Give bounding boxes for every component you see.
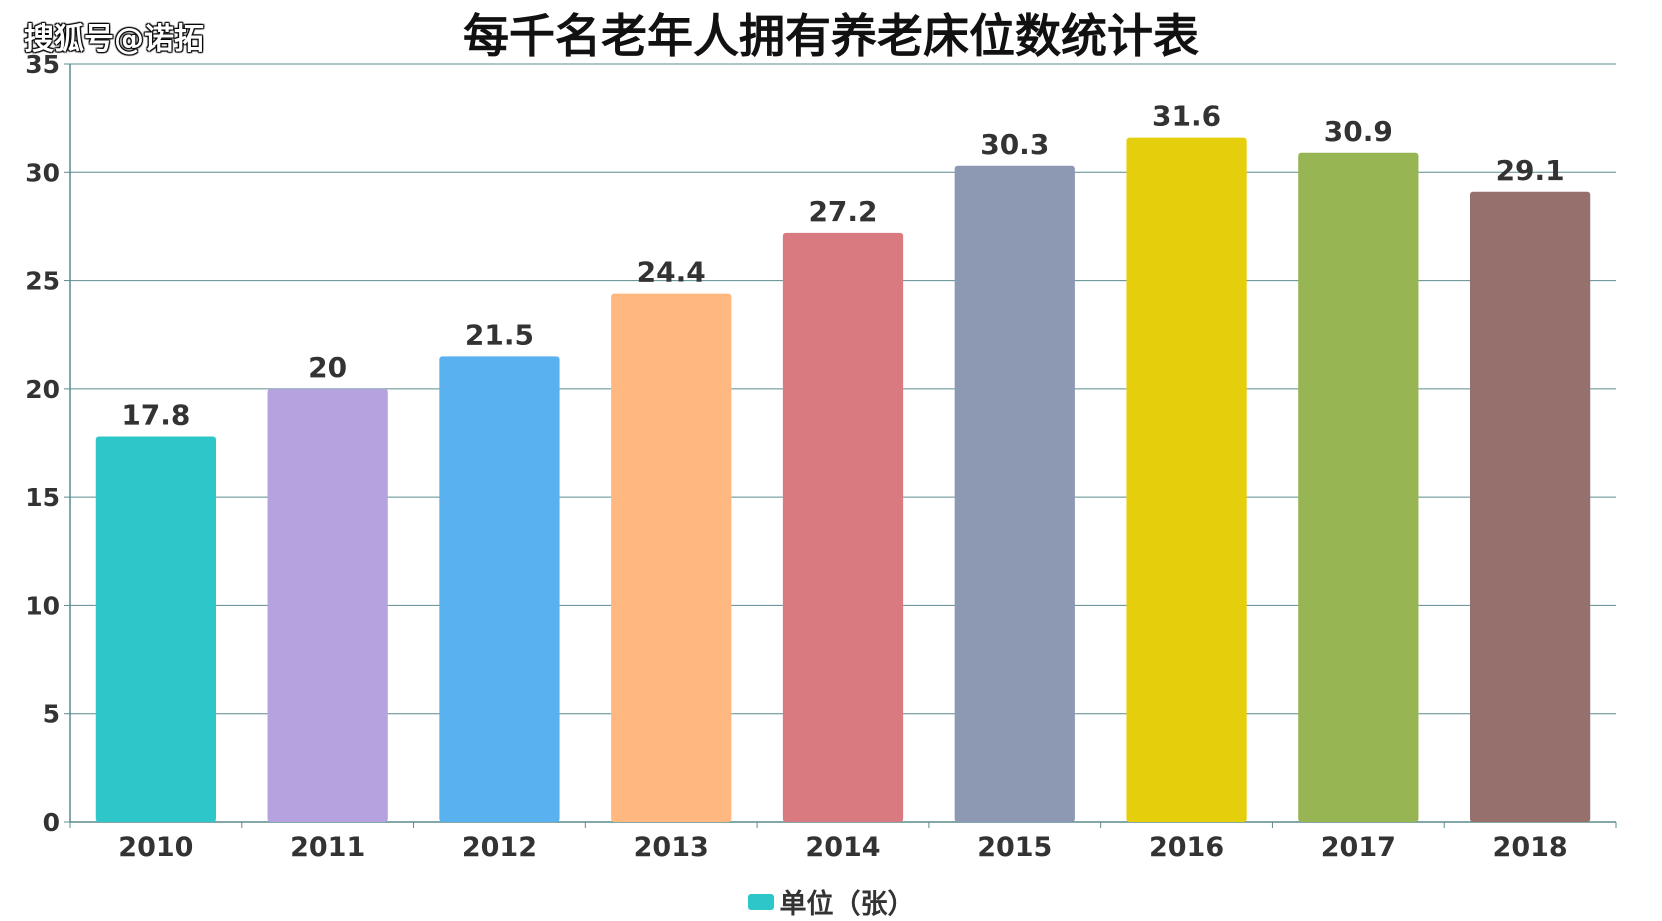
bar-2018[interactable] (1469, 191, 1591, 822)
y-tick-label: 25 (25, 267, 60, 296)
bars (95, 137, 1591, 823)
watermark: 搜狐号@诺拓 (24, 22, 204, 57)
y-tick-label: 35 (25, 50, 60, 79)
y-tick-label: 10 (25, 591, 60, 620)
legend[interactable]: 单位（张） (0, 882, 1662, 920)
data-label-2011: 20 (308, 351, 347, 384)
bar-2015[interactable] (954, 165, 1075, 822)
x-tick-label: 2013 (634, 832, 709, 863)
x-tick-label: 2014 (805, 832, 880, 863)
y-tick-label: 0 (43, 808, 60, 837)
bar-2013[interactable] (611, 293, 732, 823)
x-tick-label: 2016 (1149, 832, 1224, 863)
chart-title: 每千名老年人拥有养老床位数统计表 (463, 9, 1199, 63)
data-label-2014: 27.2 (808, 195, 877, 228)
x-tick-label: 2010 (118, 832, 193, 863)
data-labels: 17.8 20 21.5 24.4 27.2 30.3 31.6 30.9 29.1 (121, 100, 1564, 432)
bar-2011[interactable] (267, 388, 388, 822)
x-tick-label: 2011 (290, 832, 365, 863)
bar-2012[interactable] (439, 356, 560, 822)
data-label-2016: 31.6 (1152, 100, 1221, 133)
legend-label: 单位（张） (779, 889, 915, 920)
data-label-2012: 21.5 (465, 318, 534, 351)
data-label-2013: 24.4 (637, 256, 706, 289)
bar-2016[interactable] (1126, 137, 1247, 823)
x-tick-label: 2012 (462, 832, 537, 863)
y-tick-label: 15 (25, 483, 60, 512)
bar-2010[interactable] (95, 436, 217, 822)
y-tick-label: 30 (25, 158, 60, 187)
data-label-2018: 29.1 (1496, 154, 1565, 187)
bar-2017[interactable] (1298, 152, 1419, 822)
data-label-2015: 30.3 (980, 128, 1049, 161)
legend-swatch (747, 893, 774, 910)
y-tick-label: 20 (25, 375, 60, 404)
x-tick-label: 2017 (1321, 832, 1396, 863)
y-tick-label: 5 (43, 700, 60, 729)
bar-2014[interactable] (782, 232, 904, 822)
x-tick-label: 2015 (977, 832, 1052, 863)
data-label-2017: 30.9 (1324, 115, 1393, 148)
data-label-2010: 17.8 (121, 399, 190, 432)
x-tick-label: 2018 (1493, 832, 1568, 863)
